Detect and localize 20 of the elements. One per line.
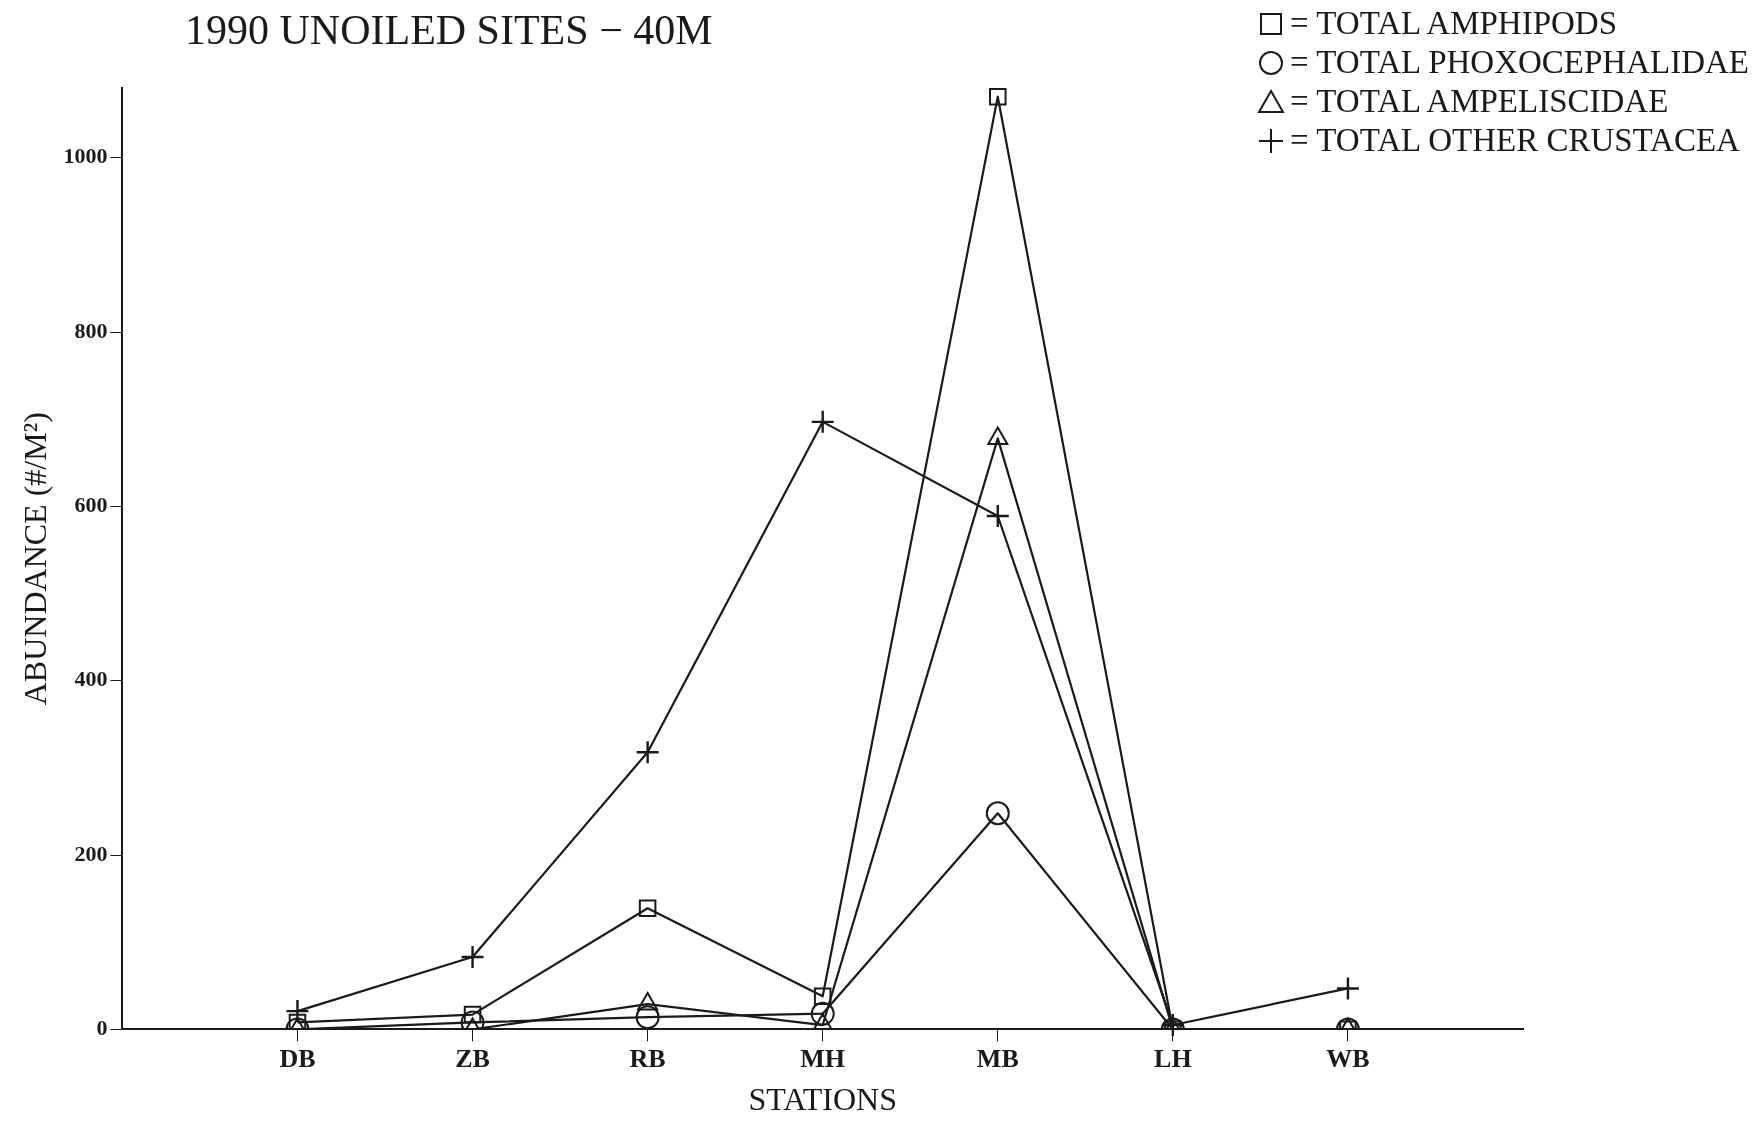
- x-tick-label: ZB: [455, 1043, 490, 1073]
- x-tick-label: RB: [629, 1043, 666, 1073]
- y-tick-label: 0: [96, 1015, 108, 1041]
- chart-title: 1990 UNOILED SITES − 40M: [185, 6, 713, 54]
- x-tick-label: DB: [279, 1043, 316, 1073]
- x-tick-label: MH: [800, 1043, 846, 1073]
- y-axis-title: ABUNDANCE (#/M²): [16, 412, 53, 706]
- y-tick-label: 800: [74, 317, 108, 343]
- x-axis-title: STATIONS: [748, 1081, 897, 1118]
- legend-label: = TOTAL OTHER CRUSTACEA: [1289, 121, 1740, 160]
- y-tick-label: 400: [74, 666, 108, 692]
- legend-label: = TOTAL PHOXOCEPHALIDAE: [1289, 43, 1749, 82]
- y-tick-label: 200: [74, 840, 108, 866]
- x-tick-label: WB: [1326, 1043, 1370, 1073]
- legend-label: = TOTAL AMPHIPODS: [1289, 4, 1618, 43]
- x-tick-label: MB: [976, 1043, 1019, 1073]
- y-tick-label: 1000: [63, 143, 108, 169]
- x-tick-label: LH: [1154, 1043, 1192, 1073]
- y-tick-label: 600: [74, 492, 108, 518]
- legend-label: = TOTAL AMPELISCIDAE: [1289, 82, 1669, 121]
